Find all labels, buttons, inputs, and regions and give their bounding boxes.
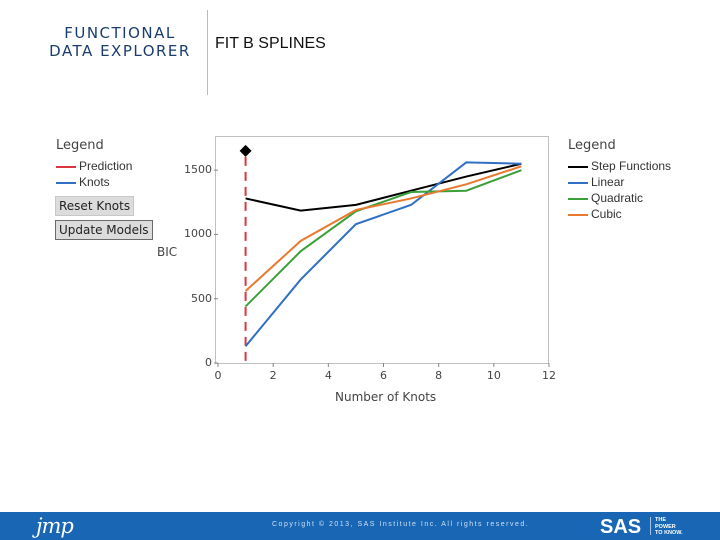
series-line-cubic — [244, 165, 522, 292]
y-tick-label: 1000 — [184, 227, 212, 241]
x-tick-label: 10 — [486, 369, 501, 382]
legend-label-step-functions: Step Functions — [591, 159, 672, 173]
legend-swatch-step-functions — [568, 165, 588, 168]
plot-frame — [215, 136, 549, 364]
right-legend: Legend — [568, 138, 616, 153]
legend-item-quadratic[interactable]: Quadratic — [568, 191, 643, 205]
legend-swatch-prediction — [56, 165, 76, 168]
series-line-linear — [244, 161, 522, 347]
y-axis-label: BIC — [157, 245, 178, 259]
legend-item-linear[interactable]: Linear — [568, 175, 624, 189]
footer-bar: jmp Copyright © 2013, SAS Institute Inc.… — [0, 512, 720, 540]
update-models-button[interactable]: Update Models — [55, 220, 153, 240]
legend-item-cubic[interactable]: Cubic — [568, 207, 622, 221]
left-legend: Legend — [56, 138, 104, 153]
x-tick-label: 12 — [542, 369, 556, 382]
legend-swatch-knots — [56, 181, 76, 184]
y-tick-label: 1500 — [184, 163, 212, 177]
legend-item-prediction[interactable]: Prediction — [56, 159, 132, 173]
legend-item-knots[interactable]: Knots — [56, 175, 110, 189]
legend-label-linear: Linear — [591, 175, 625, 189]
jmp-logo: jmp — [36, 514, 74, 538]
legend-swatch-linear — [568, 181, 588, 184]
section-title-line2: DATA EXPLORER — [49, 42, 191, 60]
right-legend-title: Legend — [568, 138, 616, 153]
x-tick-label: 2 — [269, 369, 277, 382]
legend-label-cubic: Cubic — [591, 207, 622, 221]
x-axis-label: Number of Knots — [335, 390, 437, 404]
series-line-step-functions — [245, 162, 522, 212]
series-line-quadratic — [244, 169, 522, 308]
x-tick-label: 8 — [435, 369, 443, 382]
footer-tag-divider — [650, 517, 651, 535]
sas-logo: SAS — [600, 516, 642, 538]
y-tick-label: 0 — [205, 356, 212, 369]
page-title: FIT B SPLINES — [215, 35, 326, 52]
reset-knots-button[interactable]: Reset Knots — [55, 196, 135, 216]
sas-tagline: THE POWER TO KNOW. — [655, 517, 683, 537]
sas-tagline-line1: THE — [655, 517, 666, 523]
x-tick-label: 6 — [380, 369, 387, 382]
knot-marker — [239, 144, 252, 157]
y-tick-label: 500 — [191, 291, 212, 305]
header-divider — [207, 10, 208, 95]
legend-label-knots: Knots — [79, 175, 110, 189]
section-title-line1: FUNCTIONAL — [64, 24, 176, 42]
x-tick-label: 0 — [214, 369, 222, 382]
sas-tagline-line2: POWER — [655, 523, 676, 530]
legend-label-quadratic: Quadratic — [591, 191, 644, 205]
copyright-text: Copyright © 2013, SAS Institute Inc. All… — [272, 521, 530, 528]
legend-swatch-quadratic — [568, 197, 588, 200]
legend-item-step-functions[interactable]: Step Functions — [568, 159, 671, 173]
x-tick-label: 4 — [324, 369, 332, 382]
legend-swatch-cubic — [568, 213, 588, 216]
left-legend-title: Legend — [56, 138, 104, 153]
section-title: FUNCTIONAL DATA EXPLORER — [40, 24, 200, 60]
legend-label-prediction: Prediction — [79, 159, 133, 173]
sas-tagline-line3: TO KNOW. — [655, 530, 683, 536]
